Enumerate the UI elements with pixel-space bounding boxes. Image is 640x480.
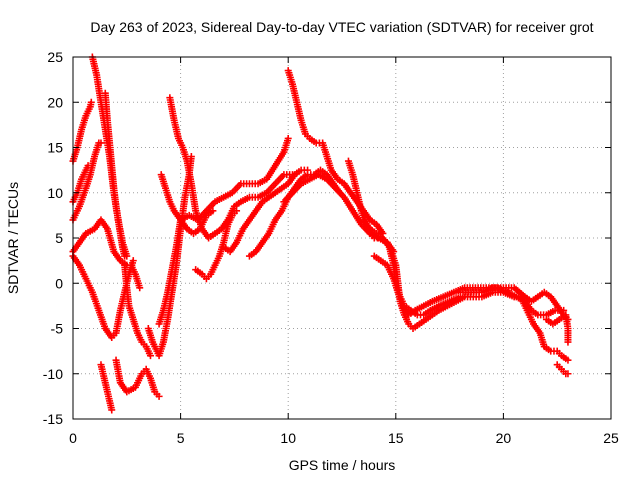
data-point: [564, 338, 572, 346]
data-point: [564, 356, 572, 364]
x-tick-label: 15: [388, 430, 404, 446]
series-track-25: [542, 311, 572, 346]
y-tick-label: 15: [47, 140, 63, 156]
series-track-13: [166, 94, 297, 242]
series-track-16: [220, 166, 312, 256]
series-track-23: [456, 284, 572, 323]
data-point: [155, 392, 163, 400]
y-tick-label: 25: [47, 49, 63, 65]
x-axis: 0 5 10 15 20 25: [69, 57, 619, 446]
data-point: [233, 207, 241, 215]
chart-title: Day 263 of 2023, Sidereal Day-to-day VTE…: [90, 19, 593, 35]
series-track-24: [517, 293, 572, 364]
data-point: [87, 98, 95, 106]
x-tick-label: 0: [69, 430, 77, 446]
y-tick-label: -5: [51, 321, 64, 337]
data-point: [97, 139, 105, 147]
series-track-9: [97, 361, 116, 414]
x-tick-label: 20: [496, 430, 512, 446]
y-tick-label: -10: [43, 366, 63, 382]
series-track-18: [284, 67, 387, 237]
y-tick-label: -15: [43, 411, 63, 427]
series-track-20: [344, 157, 518, 332]
y-axis: -15 -10 -5 0 5 10 15 20 25: [43, 49, 611, 427]
data-point: [284, 134, 292, 142]
y-axis-title: SDTVAR / TECUs: [5, 182, 21, 294]
data-point: [121, 252, 129, 260]
series-track-7: [101, 89, 129, 260]
series-track-14: [157, 171, 217, 237]
data-point: [129, 257, 137, 265]
data-point: [209, 207, 217, 215]
data-layer: [69, 53, 572, 414]
y-tick-label: 5: [55, 230, 63, 246]
x-axis-title: GPS time / hours: [289, 457, 396, 473]
data-point: [146, 352, 154, 360]
series-track-10: [112, 356, 163, 400]
y-tick-label: 0: [55, 275, 63, 291]
series-track-4: [69, 216, 144, 292]
series-track-3: [69, 139, 105, 224]
y-tick-label: 20: [47, 94, 63, 110]
series-track-2: [69, 162, 92, 206]
x-tick-label: 25: [603, 430, 619, 446]
series-track-1: [69, 98, 95, 165]
series-track-26: [553, 361, 572, 378]
series-track-19: [280, 171, 398, 256]
series-track-5: [69, 252, 137, 342]
x-tick-label: 5: [177, 430, 185, 446]
series-track-15: [192, 207, 241, 283]
data-point: [108, 406, 116, 414]
data-point: [136, 284, 144, 292]
y-tick-label: 10: [47, 185, 63, 201]
x-tick-label: 10: [280, 430, 296, 446]
data-point: [564, 370, 572, 378]
series-track-12: [155, 134, 292, 328]
grid: [73, 57, 611, 419]
series-track-21: [360, 216, 464, 319]
series-track-8: [121, 261, 154, 360]
